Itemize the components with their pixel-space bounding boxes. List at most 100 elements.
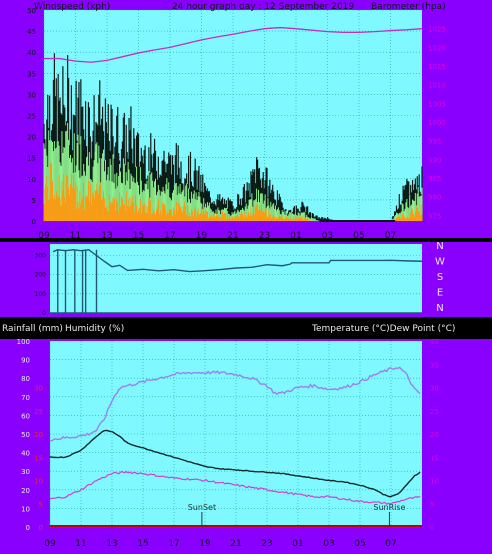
rain-tick-label: 30 <box>34 385 43 393</box>
x-tick-label: 03 <box>322 231 333 241</box>
humidity-tick-label: 100 <box>17 338 30 346</box>
x-tick-label: 09 <box>44 539 56 549</box>
temperature-axis-title: Temperature (°C)Dew Point (°C) <box>311 324 455 334</box>
y2-tick-label: 985 <box>428 175 441 183</box>
y-tick-label: 0 <box>32 218 36 226</box>
temp-tick-label: 0 <box>430 524 434 532</box>
compass-label: E <box>437 288 443 299</box>
y-tick-label: 25 <box>27 113 36 121</box>
humidity-tick-label: 50 <box>21 431 30 439</box>
x-tick-label: 21 <box>227 231 238 241</box>
x-tick-label: 07 <box>385 539 396 549</box>
dewpoint-line <box>49 470 421 505</box>
direction-line <box>52 249 423 273</box>
y2-tick-label: 980 <box>428 194 441 202</box>
divider <box>0 317 492 339</box>
direction-tick-label: 200 <box>35 272 47 279</box>
x-tick-label: 15 <box>133 231 144 241</box>
chart-title: 24 hour graph day : 12 September 2019 <box>172 2 354 12</box>
rain-tick-label: 10 <box>34 478 43 486</box>
compass-label: N <box>436 303 443 314</box>
y2-tick-label: 990 <box>428 156 441 164</box>
x-tick-label: 19 <box>196 231 208 241</box>
x-tick-label: 09 <box>38 231 50 241</box>
temp-tick-label: 10 <box>430 478 439 486</box>
direction-plot-area <box>50 244 422 313</box>
temp-tick-label: 20 <box>430 431 439 439</box>
sun-marker-label: SunRise <box>373 503 405 512</box>
x-tick-label: 03 <box>323 539 334 549</box>
temp-tick-label: 15 <box>430 454 439 462</box>
x-tick-label: 11 <box>75 539 86 549</box>
temp-tick-label: 5 <box>430 501 434 509</box>
compass-label: N <box>436 241 443 252</box>
low-wind-series <box>43 162 423 221</box>
y2-tick-label: 995 <box>428 138 441 146</box>
x-tick-label: 11 <box>70 231 81 241</box>
x-tick-label: 17 <box>168 539 179 549</box>
x-tick-label: 19 <box>199 539 211 549</box>
humidity-tick-label: 0 <box>26 524 30 532</box>
divider <box>0 238 492 242</box>
y2-tick-label: 1005 <box>428 100 446 108</box>
humidity-tick-label: 60 <box>21 412 30 420</box>
humidity-line <box>49 366 421 442</box>
rain-tick-label: 25 <box>34 408 43 416</box>
x-tick-label: 21 <box>230 539 241 549</box>
x-tick-label: 23 <box>261 539 272 549</box>
rain-tick-label: 15 <box>34 454 43 462</box>
direction-tick-label: 300 <box>35 253 47 260</box>
y2-tick-label: 975 <box>428 212 441 220</box>
humidity-tick-label: 30 <box>21 468 30 476</box>
y-tick-label: 50 <box>27 7 36 15</box>
y-tick-label: 45 <box>27 28 36 36</box>
y-tick-label: 40 <box>27 49 36 57</box>
humidity-tick-label: 10 <box>21 505 30 513</box>
x-tick-label: 07 <box>385 231 396 241</box>
humidity-tick-label: 40 <box>21 450 30 458</box>
y2-tick-label: 1020 <box>428 44 446 52</box>
humidity-axis-title: Humidity (%) <box>65 324 124 334</box>
temp-tick-label: 30 <box>430 385 439 393</box>
rainfall-axis-title: Rainfall (mm) <box>2 324 63 334</box>
x-tick-label: 13 <box>106 539 117 549</box>
x-tick-label: 15 <box>137 539 148 549</box>
rain-tick-label: 5 <box>39 501 43 509</box>
temperature-line <box>49 429 421 498</box>
y2-tick-label: 1010 <box>428 82 446 90</box>
y-tick-label: 30 <box>27 91 36 99</box>
barometer-line <box>44 26 423 63</box>
sun-marker-label: SunSet <box>188 503 216 512</box>
temp-tick-label: 25 <box>430 408 439 416</box>
y2-tick-label: 1000 <box>428 119 446 127</box>
compass-label: S <box>437 272 443 283</box>
y-tick-label: 5 <box>32 197 36 205</box>
humidity-tick-label: 70 <box>21 394 30 402</box>
wind-axis-title: Windspeed (kph) <box>34 2 110 12</box>
temp-tick-label: 35 <box>430 361 439 369</box>
x-tick-label: 01 <box>292 539 303 549</box>
x-tick-label: 23 <box>259 231 270 241</box>
rain-tick-label: 20 <box>34 431 43 439</box>
y-tick-label: 35 <box>27 70 36 78</box>
x-tick-label: 01 <box>290 231 301 241</box>
barometer-axis-title: Barometer (hpa) <box>371 2 446 12</box>
y2-tick-label: 1015 <box>428 63 446 71</box>
humidity-tick-label: 20 <box>21 487 30 495</box>
y2-tick-label: 1025 <box>428 26 446 34</box>
rain-tick-label: 0 <box>39 524 43 532</box>
x-tick-label: 17 <box>164 231 175 241</box>
y-tick-label: 10 <box>27 176 36 184</box>
x-tick-label: 05 <box>354 539 365 549</box>
x-tick-label: 13 <box>101 231 112 241</box>
compass-label: W <box>435 257 445 268</box>
y-tick-label: 15 <box>27 155 36 163</box>
x-tick-label: 05 <box>353 231 364 241</box>
direction-tick-label: 0 <box>42 310 46 317</box>
humidity-tick-label: 90 <box>21 357 30 365</box>
direction-tick-label: 100 <box>35 291 47 298</box>
y-tick-label: 20 <box>27 134 36 142</box>
temp-tick-label: 40 <box>430 338 439 346</box>
humidity-tick-label: 80 <box>21 375 30 383</box>
